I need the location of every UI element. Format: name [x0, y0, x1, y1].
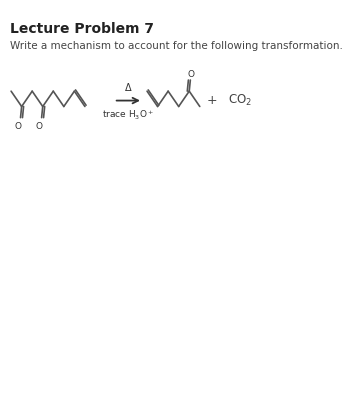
Text: Δ: Δ [125, 83, 132, 93]
Text: +: + [207, 94, 218, 107]
Text: O: O [15, 122, 22, 131]
Text: O: O [187, 70, 194, 79]
Text: O: O [36, 122, 43, 131]
Text: Write a mechanism to account for the following transformation.: Write a mechanism to account for the fol… [10, 42, 343, 52]
Text: Lecture Problem 7: Lecture Problem 7 [10, 22, 154, 36]
Text: CO$_2$: CO$_2$ [228, 93, 252, 108]
Text: trace H$_3$O$^+$: trace H$_3$O$^+$ [102, 108, 154, 122]
